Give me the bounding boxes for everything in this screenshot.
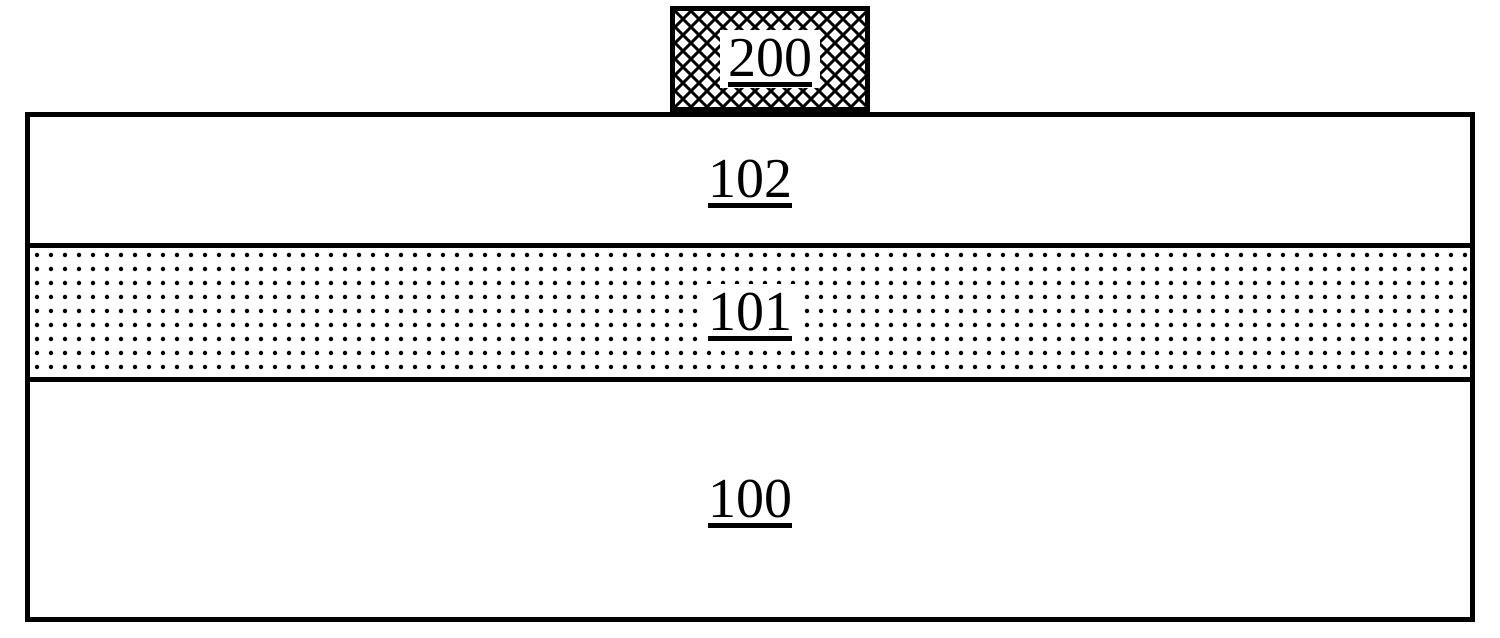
layer-100: 100 [25,382,1475,622]
label-102: 102 [700,151,800,209]
label-101: 101 [700,284,800,342]
label-100: 100 [700,471,800,529]
label-200: 200 [720,30,820,88]
layer-101: 101 [25,248,1475,382]
diagram-stage: 200 102 101 100 [0,0,1500,638]
layer-200: 200 [670,6,870,112]
layer-102: 102 [25,112,1475,248]
